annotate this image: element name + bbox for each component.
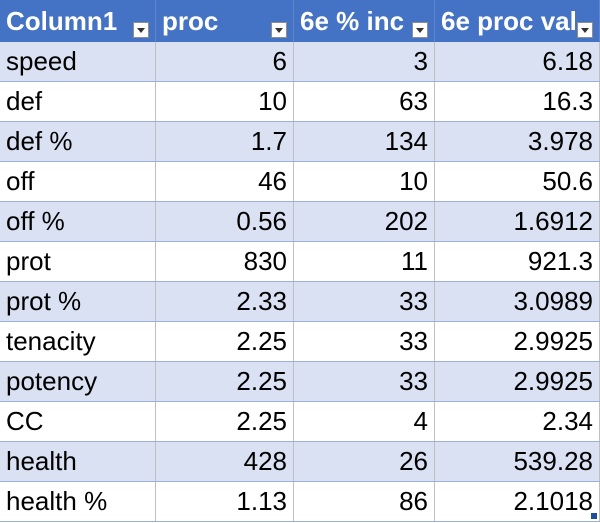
cell-6e-pct-inc[interactable]: 86 [294,482,435,521]
cell-6e-proc-val[interactable]: 16.3 [435,82,600,121]
cell-6e-proc-val[interactable]: 2.1018 [435,482,600,521]
cell-proc[interactable]: 1.7 [156,122,294,161]
header-label: 6e proc val [441,5,575,36]
dropdown-arrow-icon [581,27,589,33]
cell-label[interactable]: def % [0,122,156,161]
header-cell-proc[interactable]: proc [156,0,294,42]
cell-proc[interactable]: 10 [156,82,294,121]
table-row: def 10 63 16.3 [0,82,600,122]
cell-6e-pct-inc[interactable]: 33 [294,322,435,361]
table-row: off 46 10 50.6 [0,162,600,202]
cell-6e-proc-val[interactable]: 539.28 [435,442,600,481]
cell-6e-pct-inc[interactable]: 10 [294,162,435,201]
cell-label[interactable]: prot % [0,282,156,321]
cell-6e-pct-inc[interactable]: 33 [294,282,435,321]
cell-proc[interactable]: 2.25 [156,322,294,361]
header-cell-column1[interactable]: Column1 [0,0,156,42]
cell-6e-pct-inc[interactable]: 3 [294,42,435,81]
cell-label[interactable]: prot [0,242,156,281]
cell-label[interactable]: off [0,162,156,201]
cell-proc[interactable]: 830 [156,242,294,281]
table-row: def % 1.7 134 3.978 [0,122,600,162]
dropdown-arrow-icon [275,27,283,33]
cell-proc[interactable]: 0.56 [156,202,294,241]
cell-6e-proc-val[interactable]: 921.3 [435,242,600,281]
cell-label[interactable]: CC [0,402,156,441]
table-row: tenacity 2.25 33 2.9925 [0,322,600,362]
cell-6e-proc-val[interactable]: 50.6 [435,162,600,201]
cell-6e-proc-val[interactable]: 3.0989 [435,282,600,321]
cell-label[interactable]: health [0,442,156,481]
cell-6e-proc-val[interactable]: 3.978 [435,122,600,161]
header-label: Column1 [6,5,118,36]
filter-dropdown-button[interactable] [271,22,287,38]
cell-6e-pct-inc[interactable]: 4 [294,402,435,441]
table-resize-handle[interactable] [591,513,597,519]
cell-proc[interactable]: 1.13 [156,482,294,521]
cell-6e-proc-val[interactable]: 2.34 [435,402,600,441]
table-row: CC 2.25 4 2.34 [0,402,600,442]
table-row: off % 0.56 202 1.6912 [0,202,600,242]
table-row: health % 1.13 86 2.1018 [0,482,600,522]
filter-dropdown-button[interactable] [412,22,428,38]
cell-6e-proc-val[interactable]: 1.6912 [435,202,600,241]
header-cell-6e-pct-inc[interactable]: 6e % inc [294,0,435,42]
cell-6e-proc-val[interactable]: 2.9925 [435,322,600,361]
cell-6e-pct-inc[interactable]: 202 [294,202,435,241]
cell-proc[interactable]: 6 [156,42,294,81]
table-row: health 428 26 539.28 [0,442,600,482]
header-cell-6e-proc-val[interactable]: 6e proc val [435,0,600,42]
dropdown-arrow-icon [137,27,145,33]
filter-dropdown-button[interactable] [133,22,149,38]
cell-6e-pct-inc[interactable]: 63 [294,82,435,121]
header-label: 6e % inc [300,5,405,36]
cell-label[interactable]: health % [0,482,156,521]
cell-proc[interactable]: 2.25 [156,402,294,441]
table-header-row: Column1 proc 6e % inc 6e proc val [0,0,600,42]
cell-proc[interactable]: 46 [156,162,294,201]
cell-label[interactable]: def [0,82,156,121]
table-row: potency 2.25 33 2.9925 [0,362,600,402]
table-row: speed 6 3 6.18 [0,42,600,82]
cell-6e-pct-inc[interactable]: 33 [294,362,435,401]
cell-6e-proc-val[interactable]: 6.18 [435,42,600,81]
cell-label[interactable]: potency [0,362,156,401]
cell-6e-pct-inc[interactable]: 26 [294,442,435,481]
cell-proc[interactable]: 2.33 [156,282,294,321]
cell-6e-proc-val[interactable]: 2.9925 [435,362,600,401]
header-label: proc [162,5,219,36]
table-row: prot 830 11 921.3 [0,242,600,282]
cell-6e-pct-inc[interactable]: 11 [294,242,435,281]
cell-label[interactable]: speed [0,42,156,81]
filter-dropdown-button[interactable] [577,22,593,38]
cell-proc[interactable]: 2.25 [156,362,294,401]
cell-label[interactable]: tenacity [0,322,156,361]
table-row: prot % 2.33 33 3.0989 [0,282,600,322]
cell-label[interactable]: off % [0,202,156,241]
cell-proc[interactable]: 428 [156,442,294,481]
dropdown-arrow-icon [416,27,424,33]
cell-6e-pct-inc[interactable]: 134 [294,122,435,161]
